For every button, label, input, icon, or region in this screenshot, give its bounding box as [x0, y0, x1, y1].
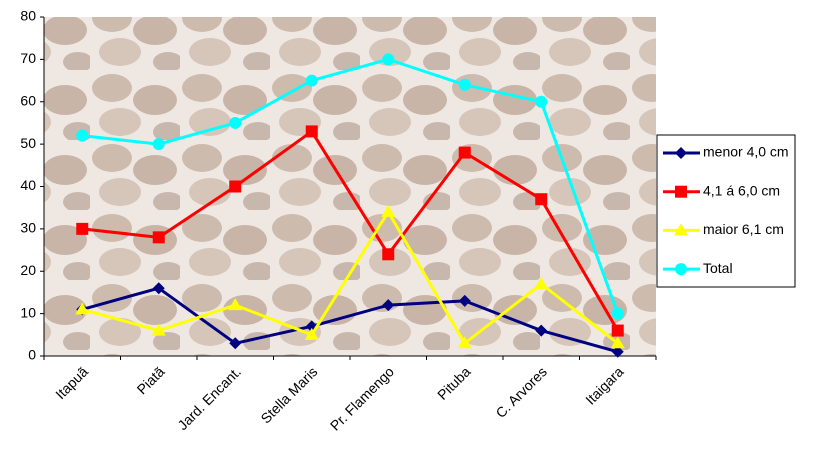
- marker: [459, 79, 471, 91]
- marker: [229, 181, 241, 193]
- y-tick-label: 50: [20, 135, 36, 151]
- x-tick-label: Itapuã: [52, 363, 91, 402]
- marker: [612, 308, 624, 320]
- chart: 0 10 20 30 40 50 60 70 80 Itapuã PiatãJard. Encant…: [0, 0, 832, 459]
- marker: [382, 248, 394, 260]
- marker: [612, 325, 624, 337]
- legend-label: Total: [703, 260, 733, 276]
- marker: [153, 138, 165, 150]
- marker: [76, 130, 88, 142]
- marker: [306, 75, 318, 87]
- marker: [76, 223, 88, 235]
- background-photo: [44, 17, 656, 356]
- y-tick-label: 80: [20, 8, 36, 24]
- marker: [306, 125, 318, 137]
- x-tick-label: Pr. Flamengo: [327, 363, 397, 433]
- y-tick-label: 20: [20, 262, 36, 278]
- marker: [382, 53, 394, 65]
- y-tick-label: 60: [20, 92, 36, 108]
- x-tick-label: Jard. Encant.: [174, 363, 244, 433]
- y-tick-label: 10: [20, 304, 36, 320]
- y-tick-label: 30: [20, 220, 36, 236]
- x-tick-label: Itaigara: [582, 363, 626, 407]
- legend-label: 4,1 á 6,0 cm: [703, 182, 780, 198]
- marker: [535, 96, 547, 108]
- marker: [675, 263, 687, 275]
- marker: [535, 193, 547, 205]
- marker: [675, 186, 687, 198]
- y-tick-label: 0: [28, 347, 36, 363]
- x-tick-label: Piatã: [134, 363, 168, 397]
- legend-label: menor 4,0 cm: [703, 144, 789, 160]
- legend-label: maior 6,1 cm: [703, 221, 784, 237]
- marker: [229, 117, 241, 129]
- marker: [153, 231, 165, 243]
- marker: [459, 147, 471, 159]
- x-tick-label: C. Arvores: [492, 363, 550, 421]
- x-tick-label: Pituba: [434, 363, 474, 403]
- y-tick-label: 40: [20, 177, 36, 193]
- y-tick-label: 70: [20, 50, 36, 66]
- x-tick-label: Stella Maris: [257, 363, 320, 426]
